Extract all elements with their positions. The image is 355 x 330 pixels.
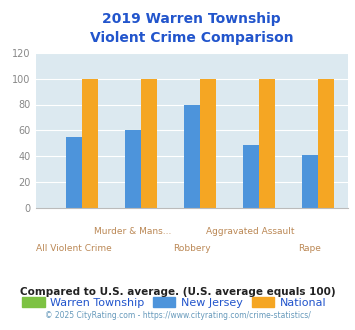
Bar <box>259 79 275 208</box>
Text: All Violent Crime: All Violent Crime <box>36 244 111 253</box>
Bar <box>66 137 82 208</box>
Text: © 2025 CityRating.com - https://www.cityrating.com/crime-statistics/: © 2025 CityRating.com - https://www.city… <box>45 311 310 320</box>
Bar <box>302 155 318 208</box>
Title: 2019 Warren Township
Violent Crime Comparison: 2019 Warren Township Violent Crime Compa… <box>90 12 294 45</box>
Text: Compared to U.S. average. (U.S. average equals 100): Compared to U.S. average. (U.S. average … <box>20 287 335 297</box>
Legend: Warren Township, New Jersey, National: Warren Township, New Jersey, National <box>22 297 326 308</box>
Text: Robbery: Robbery <box>173 244 211 253</box>
Text: Rape: Rape <box>298 244 321 253</box>
Bar <box>318 79 334 208</box>
Text: Murder & Mans...: Murder & Mans... <box>94 227 171 236</box>
Bar <box>184 105 200 208</box>
Bar <box>200 79 215 208</box>
Bar <box>125 130 141 208</box>
Bar <box>243 145 259 208</box>
Text: Aggravated Assault: Aggravated Assault <box>207 227 295 236</box>
Bar <box>82 79 98 208</box>
Bar <box>141 79 157 208</box>
